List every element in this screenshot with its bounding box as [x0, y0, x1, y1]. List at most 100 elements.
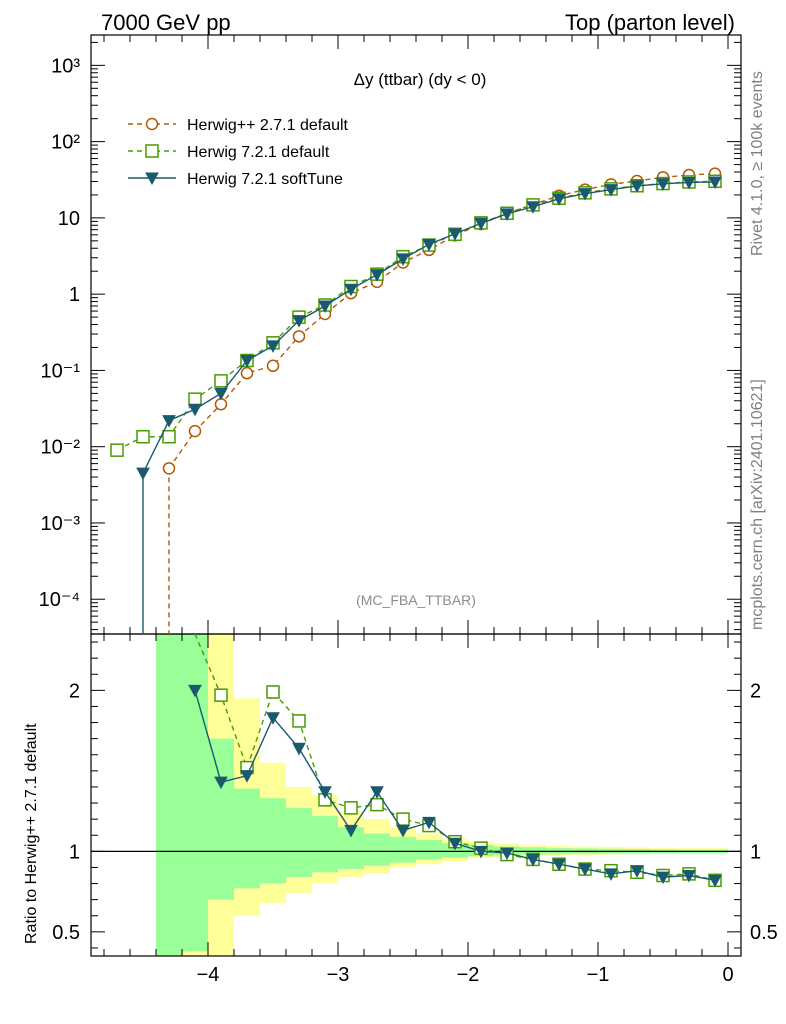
data-point: [162, 415, 176, 428]
data-point: [552, 193, 566, 206]
ratio-tick-label-left: 0.5: [52, 922, 80, 944]
ratio-tick-label-left: 2: [69, 680, 80, 702]
ratio-point: [292, 714, 306, 728]
y-tick-label: 10⁻²: [41, 437, 81, 459]
ratio-point: [318, 786, 332, 799]
legend-marker: [145, 172, 159, 186]
data-point: [526, 201, 540, 214]
data-point: [448, 228, 462, 241]
data-point: [188, 403, 202, 417]
series-layer: [110, 167, 722, 888]
stat-band-bin: [390, 836, 416, 863]
stat-band-bin: [156, 634, 182, 956]
y-tick-label: 10: [58, 208, 80, 230]
data-point: [292, 330, 306, 343]
ratio-tick-label-right: 2: [750, 680, 761, 702]
data-point: [604, 184, 618, 197]
rivet-label: Rivet 4.1.0, ≥ 100k events: [749, 71, 766, 256]
data-point: [292, 315, 306, 328]
ratio-point: [292, 742, 306, 756]
ratio-point: [188, 684, 202, 698]
legend-entry: Herwig++ 2.7.1 default: [128, 117, 349, 134]
data-point: [422, 238, 436, 252]
x-tick-label: −1: [587, 964, 610, 986]
y-tick-label: 10³: [51, 55, 80, 77]
stat-band-bin: [286, 807, 312, 878]
legend-label: Herwig++ 2.7.1 default: [187, 117, 349, 134]
data-point: [630, 180, 644, 194]
ratio-point: [682, 870, 696, 883]
data-point: [240, 366, 254, 380]
uncertainty-bands: [156, 634, 728, 956]
ratio-point: [240, 770, 254, 783]
data-point: [188, 392, 202, 406]
data-point: [110, 443, 124, 457]
ratio-point: [214, 776, 228, 790]
chart-title: Δy (ttbar) (dy < 0): [354, 70, 487, 89]
ratio-point: [526, 853, 540, 867]
data-point: [136, 467, 150, 481]
header-right: Top (parton level): [565, 10, 735, 35]
legend-marker: [145, 117, 159, 131]
legend-label: Herwig 7.2.1 softTune: [187, 171, 343, 188]
series-line: [116, 180, 716, 451]
legend: Herwig++ 2.7.1 default Herwig 7.2.1 defau…: [128, 117, 349, 188]
ratio-point: [344, 824, 358, 838]
ratio-point: [344, 801, 358, 815]
data-point: [266, 359, 280, 373]
data-point: [500, 208, 514, 221]
data-point: [214, 387, 228, 401]
header-left: 7000 GeV pp: [101, 10, 231, 35]
y-tick-label: 10⁻³: [41, 513, 81, 535]
data-point: [396, 253, 410, 266]
data-point: [240, 354, 254, 368]
data-point: [344, 283, 358, 297]
data-point: [656, 178, 670, 191]
data-point: [162, 462, 176, 475]
y-tick-label: 1: [69, 284, 80, 306]
series-line: [142, 181, 716, 474]
ratio-tick-label-left: 1: [69, 841, 80, 863]
data-point: [318, 300, 332, 314]
ratio-point: [214, 688, 228, 702]
stat-band-bin: [416, 840, 442, 860]
ratio-point: [266, 685, 280, 699]
ratio-point: [370, 797, 384, 812]
stat-band-bin: [182, 634, 208, 952]
data-point: [214, 374, 228, 388]
x-tick-label: −2: [457, 964, 480, 986]
legend-label: Herwig 7.2.1 default: [187, 144, 330, 161]
ratio-point: [708, 874, 722, 888]
stat-band-bin: [364, 833, 390, 866]
data-point: [682, 176, 696, 190]
series-1: [162, 167, 722, 634]
ratio-point: [448, 837, 462, 851]
ratio-point: [500, 847, 514, 861]
ratio-point: [604, 868, 618, 881]
ratio-tick-label-right: 0.5: [750, 922, 778, 944]
stat-band-bin: [260, 798, 286, 884]
y-tick-label: 10²: [51, 132, 80, 154]
legend-entry: Herwig 7.2.1 default: [128, 144, 330, 161]
series-line: [168, 172, 716, 469]
data-point: [136, 430, 150, 444]
stat-band-bin: [312, 815, 338, 873]
stat-band-bin: [208, 738, 234, 900]
ratio-point: [370, 786, 384, 799]
ratio-point: [422, 816, 436, 830]
mcplots-label: mcplots.cern.ch [arXiv:2401.10621]: [749, 379, 766, 630]
data-point: [188, 424, 202, 438]
ratio-point: [396, 824, 410, 838]
x-tick-label: −3: [327, 964, 350, 986]
ratio-tick-label-right: 1: [750, 841, 761, 863]
data-point: [162, 430, 176, 444]
x-tick-label: 0: [722, 964, 733, 986]
data-point: [266, 340, 280, 353]
watermark: (MC_FBA_TTBAR): [356, 592, 476, 608]
ratio-point: [474, 845, 488, 859]
series-3: [136, 176, 722, 888]
data-point: [578, 188, 592, 201]
ratio-point: [656, 871, 670, 885]
ticks-layer: −4 −3 −2 −1 0 10⁻⁴ 10⁻³ 10⁻² 10⁻¹ 1 10 10² 10³ 0.5 0.5…: [39, 35, 778, 986]
legend-entry: Herwig 7.2.1 softTune: [128, 171, 343, 188]
